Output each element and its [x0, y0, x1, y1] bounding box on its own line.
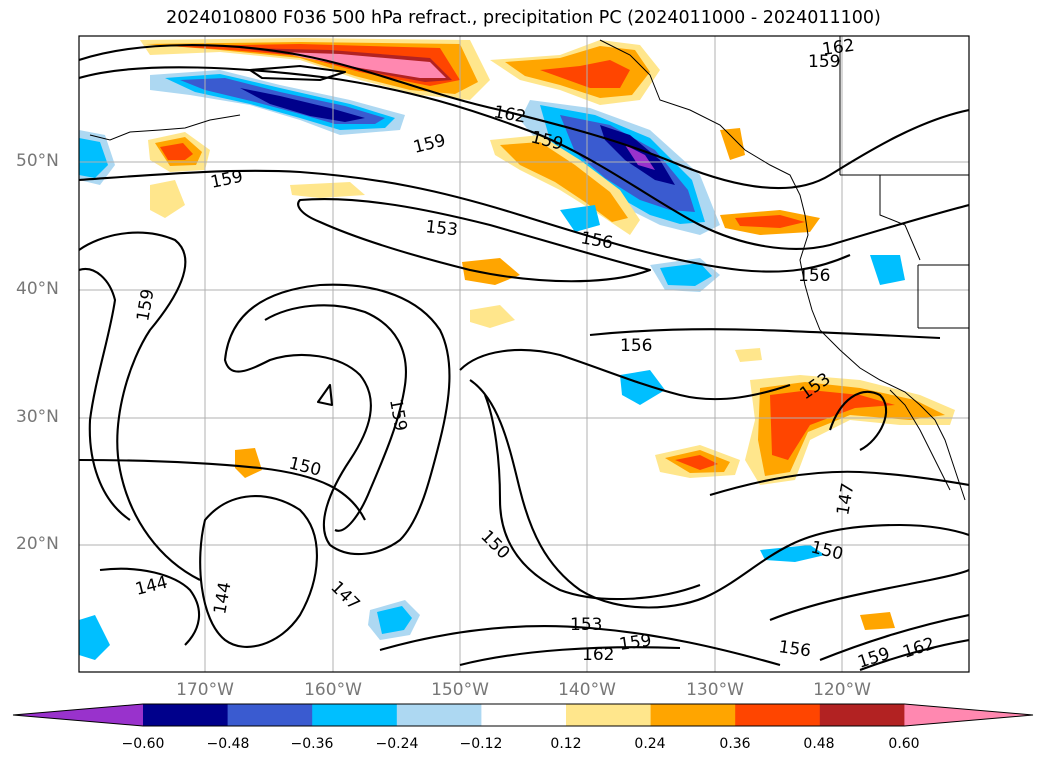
colorbar-segment [566, 704, 652, 726]
lon-label: 160°W [304, 680, 362, 700]
contour-label: 150 [287, 453, 323, 480]
colorbar-segment [481, 704, 567, 726]
contour-label: 150 [809, 537, 845, 564]
coastlines [89, 36, 969, 501]
contour-label: 156 [777, 637, 812, 661]
lon-label: 140°W [558, 680, 616, 700]
colorbar-tick-label: 0.48 [803, 736, 835, 752]
colorbar-segment [396, 704, 482, 726]
contour-label: 159 [855, 644, 892, 673]
contour-label: 156 [579, 228, 614, 253]
map-title: 2024010800 F036 500 hPa refract., precip… [166, 8, 881, 28]
refractivity-contours [79, 44, 969, 671]
contour-label: 144 [210, 580, 235, 615]
contour-label: 156 [620, 336, 652, 356]
colorbar-outline [12, 703, 1034, 727]
contour-label: 150 [476, 526, 513, 563]
contour-label: 162 [492, 102, 527, 127]
colorbar-segment [312, 704, 398, 726]
lat-label: 50°N [16, 151, 59, 171]
contour-label: 153 [570, 615, 602, 635]
colorbar-tick-label: 0.24 [634, 736, 666, 752]
lon-label: 130°W [686, 680, 744, 700]
lat-label: 30°N [16, 407, 59, 427]
lon-label: 120°W [813, 680, 871, 700]
colorbar-extend-min [13, 704, 143, 726]
colorbar-segment [735, 704, 821, 726]
contour-label: 159 [133, 287, 158, 322]
contour-label: 159 [385, 397, 410, 432]
lat-label: 40°N [16, 279, 59, 299]
contour-label: 156 [798, 266, 830, 286]
lon-label: 150°W [431, 680, 489, 700]
colorbar-extend-max [904, 704, 1033, 726]
colorbar-segment [819, 704, 905, 726]
contour-label: 153 [424, 217, 458, 240]
contour-label: 147 [326, 577, 363, 614]
colorbar-tick-label: 0.12 [550, 736, 582, 752]
contour-label: 159 [808, 52, 840, 72]
lat-label: 20°N [16, 534, 59, 554]
contour-labels: 162 159 162 159 159 159 153 156 156 159 … [133, 36, 937, 673]
contour-label: 144 [133, 573, 169, 600]
colorbar [12, 703, 1034, 727]
contour-label: 159 [209, 167, 245, 193]
contour-label: 159 [618, 631, 653, 655]
colorbar-tick-label: 0.60 [888, 736, 920, 752]
colorbar-segment [227, 704, 313, 726]
colorbar-tick-label: 0.36 [719, 736, 751, 752]
colorbar-tick-label: −0.24 [375, 736, 419, 752]
colorbar-segment [143, 704, 229, 726]
contour-label: 162 [821, 36, 856, 60]
contour-label: 162 [582, 645, 614, 665]
map-frame [78, 35, 970, 673]
contour-label: 159 [411, 131, 447, 158]
contour-label: 147 [833, 481, 858, 516]
lon-label: 170°W [176, 680, 234, 700]
colorbar-tick-label: −0.60 [121, 736, 165, 752]
colorbar-tick-label: −0.36 [290, 736, 334, 752]
graticule [79, 36, 969, 672]
colorbar-tick-label: −0.48 [206, 736, 250, 752]
colorbar-tick-label: −0.12 [459, 736, 503, 752]
colorbar-segment [650, 704, 736, 726]
contour-label: 162 [900, 634, 937, 663]
